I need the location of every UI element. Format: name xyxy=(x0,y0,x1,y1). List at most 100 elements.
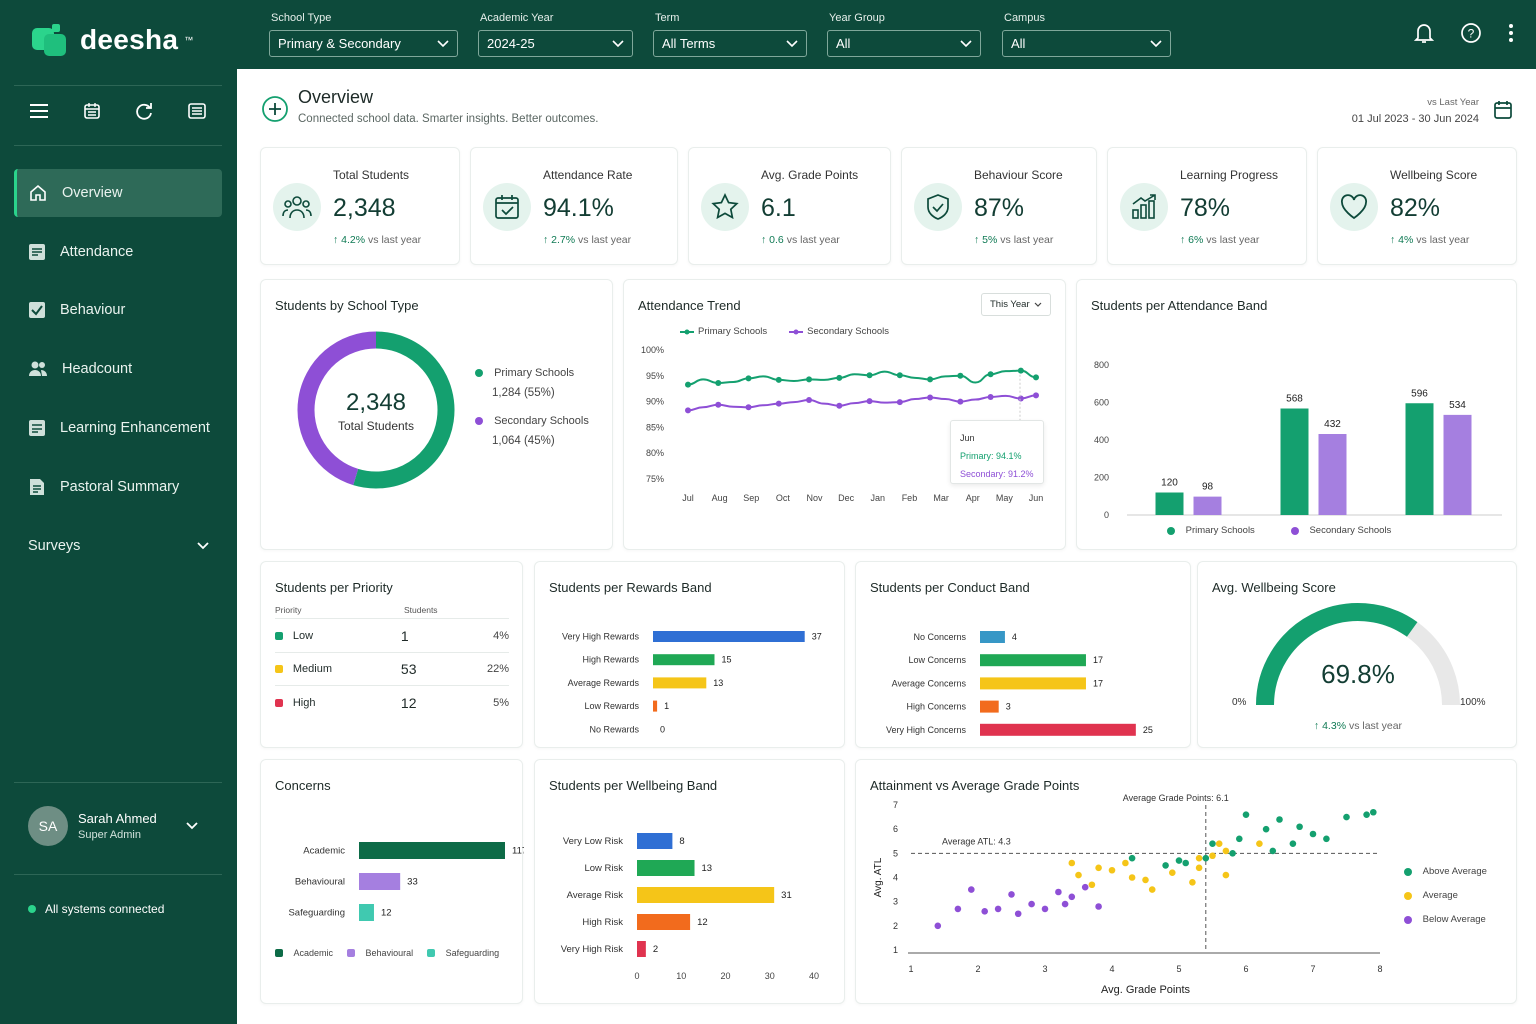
chevron-down-icon[interactable] xyxy=(185,821,199,831)
school-type-select[interactable]: Primary & Secondary xyxy=(269,30,458,57)
scatter-legend: Above Average Average Below Average xyxy=(1404,866,1487,925)
donut-slice xyxy=(297,331,377,486)
help-icon[interactable]: ? xyxy=(1460,22,1482,44)
data-point xyxy=(1088,881,1096,889)
kpi-change-suffix: vs last year xyxy=(1416,234,1470,246)
kpi-change-suffix: vs last year xyxy=(1206,234,1260,246)
y-tick-label: 100% xyxy=(641,345,664,355)
data-point xyxy=(1128,854,1136,862)
legend-label: Average xyxy=(1422,890,1458,901)
nav-attendance[interactable]: Attendance xyxy=(14,228,222,276)
nav-surveys[interactable]: Surveys xyxy=(14,522,222,570)
kpi-label: Total Students xyxy=(333,168,410,182)
tooltip-secondary: Secondary: 91.2% xyxy=(960,469,1034,479)
kpi-icon-bg xyxy=(1330,183,1378,231)
bell-icon[interactable] xyxy=(1414,22,1434,44)
bar xyxy=(637,887,775,903)
data-point xyxy=(896,399,903,406)
card-title: Attainment vs Average Grade Points xyxy=(870,778,1080,793)
category-label: Average Concerns xyxy=(892,678,967,688)
card-title: Students per Rewards Band xyxy=(549,580,712,595)
priority-count: 1 xyxy=(400,628,409,644)
x-tick-label: Apr xyxy=(966,493,980,503)
brand-logo[interactable]: deesha ™ xyxy=(30,22,193,58)
filter-label: Term xyxy=(655,12,680,24)
menu-icon[interactable] xyxy=(28,100,50,122)
filter-school-type: School Type Primary & Secondary xyxy=(269,12,458,57)
gauge-min: 0% xyxy=(1232,697,1247,708)
kpi-change-value: 5% xyxy=(982,234,998,246)
category-label: Low Concerns xyxy=(908,655,966,665)
more-icon[interactable] xyxy=(1508,22,1514,44)
x-tick-label: Aug xyxy=(712,493,728,503)
user-profile[interactable]: SA Sarah Ahmed Super Admin xyxy=(28,806,199,846)
card-attendance-band: Students per Attendance Band 0 200 400 600 8… xyxy=(1076,279,1517,550)
nav-behaviour[interactable]: Behaviour xyxy=(14,286,222,334)
data-point xyxy=(1061,900,1069,908)
term-select[interactable]: All Terms xyxy=(653,30,807,57)
bar xyxy=(653,677,707,689)
year-group-select[interactable]: All xyxy=(827,30,981,57)
overview-icon xyxy=(262,96,288,122)
table-row[interactable]: Medium 53 22% xyxy=(275,653,509,686)
filter-label: Academic Year xyxy=(480,12,554,24)
category-label: Very Low Risk xyxy=(563,836,623,847)
period-dropdown[interactable]: This Year xyxy=(981,293,1051,316)
nav-learning-enhancement[interactable]: Learning Enhancement xyxy=(14,404,222,452)
calendar-icon[interactable] xyxy=(81,100,103,122)
divider xyxy=(14,145,222,146)
kpi-value: 82% xyxy=(1390,194,1441,222)
divider xyxy=(14,85,222,86)
card-title: Concerns xyxy=(275,778,331,793)
data-point xyxy=(1017,367,1024,374)
chevron-down-icon xyxy=(1034,302,1042,307)
bar-value-label: 17 xyxy=(1093,655,1103,665)
category-label: Very High Concerns xyxy=(886,725,967,735)
data-point xyxy=(836,402,843,409)
academic-year-select[interactable]: 2024-25 xyxy=(478,30,633,57)
refresh-icon[interactable] xyxy=(133,100,155,122)
nav-pastoral-summary[interactable]: Pastoral Summary xyxy=(14,463,222,511)
data-point xyxy=(1343,813,1350,821)
nav-label: Surveys xyxy=(28,538,81,554)
page-title: Overview xyxy=(298,87,374,107)
legend-item: Safeguarding xyxy=(427,948,499,958)
nav-headcount[interactable]: Headcount xyxy=(14,345,222,393)
people-icon xyxy=(29,361,47,376)
nav-label: Learning Enhancement xyxy=(60,420,210,436)
campus-select[interactable]: All xyxy=(1002,30,1171,57)
card-title: Attendance Trend xyxy=(638,298,741,313)
x-tick-label: 40 xyxy=(809,971,819,981)
date-range[interactable]: vs Last Year 01 Jul 2023 - 30 Jun 2024 xyxy=(1352,97,1479,125)
x-tick-label: 1 xyxy=(908,964,913,974)
data-point xyxy=(1229,850,1236,857)
calendar-icon[interactable] xyxy=(1493,100,1513,120)
kpi-change: ↑ 0.6 vs last year xyxy=(761,234,840,246)
table-row[interactable]: High 12 5% xyxy=(275,686,509,719)
user-role: Super Admin xyxy=(78,829,141,841)
chevron-down-icon xyxy=(786,39,798,47)
priority-name: Medium xyxy=(292,663,332,675)
priority-count: 53 xyxy=(400,661,417,677)
bar xyxy=(1405,403,1434,515)
list-icon[interactable] xyxy=(186,100,208,122)
bar-value-label: 12 xyxy=(697,917,708,928)
card-conduct: Students per Conduct Band No Concerns 4 Lo… xyxy=(855,561,1191,748)
nav-overview[interactable]: Overview xyxy=(14,169,222,217)
category-label: Very High Rewards xyxy=(562,632,640,642)
table-row[interactable]: Low 1 4% xyxy=(275,620,509,653)
legend-label: Primary Schools xyxy=(1185,525,1255,536)
bar xyxy=(637,860,695,876)
students-icon xyxy=(282,196,312,219)
legend-item: Academic xyxy=(275,948,333,958)
sidebar-toolbar xyxy=(28,100,208,122)
bar-value-label: 13 xyxy=(713,678,723,688)
chevron-down-icon xyxy=(437,39,449,47)
select-value: All Terms xyxy=(662,36,716,51)
x-tick-label: 30 xyxy=(765,971,775,981)
data-point xyxy=(1033,374,1039,381)
kpi-change-value: 0.6 xyxy=(769,234,784,246)
data-point xyxy=(1175,857,1183,864)
category-label: No Rewards xyxy=(589,724,639,734)
data-point xyxy=(927,376,934,383)
